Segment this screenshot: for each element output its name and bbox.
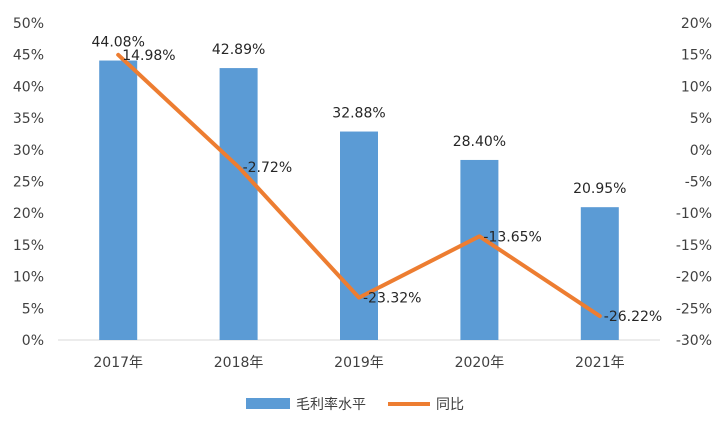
right-axis-tick-label: 5% xyxy=(690,111,712,127)
right-axis-tick-label: -15% xyxy=(676,238,712,254)
left-axis-tick-label: 35% xyxy=(13,111,44,127)
right-axis-tick-label: -25% xyxy=(676,301,712,317)
left-axis-tick-label: 30% xyxy=(13,143,44,159)
left-axis-tick-label: 45% xyxy=(13,48,44,64)
right-axis-tick-label: 0% xyxy=(690,143,712,159)
right-axis-tick-label: -20% xyxy=(676,270,712,286)
line-data-label: -23.32% xyxy=(363,291,421,307)
right-axis-ticks: -30% -25% -20% -15% -10% -5% 0% 5% 10% 15% 20% xyxy=(676,16,712,349)
bar-data-label: 20.95% xyxy=(573,181,626,197)
right-axis-tick-label: -5% xyxy=(685,175,712,191)
right-axis-tick-label: 20% xyxy=(681,16,712,32)
line-series xyxy=(116,52,602,319)
legend: 毛利率水平 同比 xyxy=(246,396,464,413)
bar-data-labels: 44.08% 42.89% 32.88% 28.40% 20.95% xyxy=(92,35,627,198)
line-data-label: -26.22% xyxy=(604,309,662,325)
category-label: 2021年 xyxy=(575,355,625,371)
left-axis-tick-label: 40% xyxy=(13,79,44,95)
bar-data-label: 44.08% xyxy=(92,35,145,51)
bar-data-label: 32.88% xyxy=(332,106,385,122)
category-label: 2019年 xyxy=(334,355,384,371)
line-path xyxy=(116,52,602,319)
legend-swatch-bar xyxy=(246,398,290,409)
left-axis-tick-label: 5% xyxy=(22,301,44,317)
category-label: 2020年 xyxy=(455,355,505,371)
left-axis-tick-label: 20% xyxy=(13,206,44,222)
line-data-label: 14.98% xyxy=(122,48,175,64)
left-axis-tick-label: 25% xyxy=(13,175,44,191)
right-axis-tick-label: 15% xyxy=(681,48,712,64)
bar xyxy=(219,68,258,341)
left-axis-tick-label: 50% xyxy=(13,16,44,32)
category-axis-labels: 2017年 2018年 2019年 2020年 2021年 xyxy=(93,355,624,371)
legend-label-line: 同比 xyxy=(436,397,464,413)
left-axis-tick-label: 10% xyxy=(13,270,44,286)
line-data-label: -2.72% xyxy=(243,160,293,176)
bar xyxy=(99,60,138,340)
right-axis-tick-label: 10% xyxy=(681,79,712,95)
legend-label-bar: 毛利率水平 xyxy=(296,396,366,413)
bar-data-label: 28.40% xyxy=(453,134,506,150)
line-data-labels: 14.98% -2.72% -23.32% -13.65% -26.22% xyxy=(122,48,662,325)
right-axis-tick-label: -30% xyxy=(676,333,712,349)
left-axis-tick-label: 0% xyxy=(22,333,44,349)
bar-series xyxy=(99,60,619,341)
bar xyxy=(340,131,378,340)
left-axis-ticks: 0% 5% 10% 15% 20% 25% 30% 35% 40% 45% 50% xyxy=(13,16,44,349)
line-data-label: -13.65% xyxy=(483,229,541,245)
category-label: 2017年 xyxy=(93,355,143,371)
right-axis-tick-label: -10% xyxy=(676,206,712,222)
category-label: 2018年 xyxy=(214,355,264,371)
bar xyxy=(460,159,499,340)
bar-data-label: 42.89% xyxy=(212,42,265,58)
left-axis-tick-label: 15% xyxy=(13,238,44,254)
